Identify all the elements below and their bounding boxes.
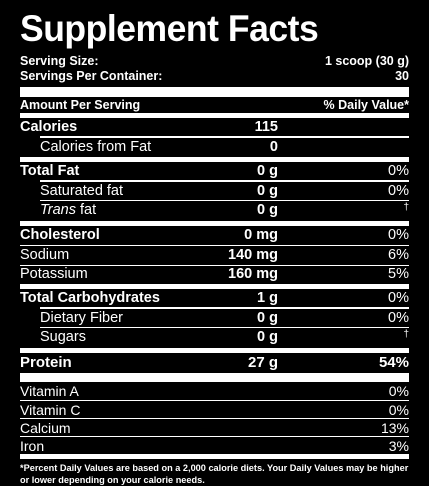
nutrient-amount: 0 g: [257, 329, 278, 345]
nutrient-label: Trans fat: [20, 201, 96, 221]
nutrient-row-calories-from-fat: Calories from Fat 0: [20, 136, 409, 158]
nutrient-amount: 0 g: [257, 309, 278, 326]
nutrient-amount: 0: [269, 138, 278, 155]
medium-divider: [20, 220, 409, 226]
nutrient-label: Saturated fat: [40, 182, 124, 199]
nutrient-label: Potassium: [20, 266, 88, 282]
nutrient-amount: 0 g: [257, 163, 278, 179]
nutrient-label: Sugars: [40, 329, 86, 345]
vitamin-label: Vitamin A: [20, 383, 79, 399]
nutrient-amount: 160 mg: [228, 266, 278, 282]
nutrient-dv: 6%: [388, 246, 409, 263]
vitamin-dv: 13%: [380, 419, 409, 436]
panel-title: Supplement Facts: [20, 8, 319, 49]
nutrient-dv: 0%: [388, 226, 409, 243]
vitamin-dv: 0%: [388, 401, 409, 418]
vitamin-row-vitamin-c: Vitamin C 0%: [20, 400, 409, 418]
thick-divider: [20, 87, 409, 97]
nutrient-amount: 115: [254, 119, 278, 135]
vitamin-row-vitamin-a: Vitamin A 0%: [20, 382, 409, 400]
vitamin-row-iron: Iron 3%: [20, 436, 409, 454]
nutrient-label: Protein: [20, 353, 72, 371]
nutrient-row-total-fat: Total Fat 0 g 0%: [20, 162, 409, 182]
servings-per-container-label: Servings Per Container:: [20, 69, 163, 83]
vitamin-row-calcium: Calcium 13%: [20, 418, 409, 436]
nutrient-dv: 0%: [388, 163, 409, 179]
nutrient-label: Calories: [20, 119, 78, 135]
nutrient-label: Calories from Fat: [40, 138, 152, 155]
nutrient-label: Cholesterol: [20, 226, 100, 243]
amount-per-serving-label: Amount Per Serving: [20, 98, 141, 112]
nutrient-amount: 0 g: [257, 182, 278, 199]
nutrient-label: Total Fat: [20, 163, 80, 179]
amount-header-row: Amount Per Serving % Daily Value*: [20, 97, 409, 113]
nutrient-row-sodium: Sodium 140 mg 6%: [20, 245, 409, 265]
nutrient-row-cholesterol: Cholesterol 0 mg 0%: [20, 226, 409, 246]
vitamin-label: Iron: [20, 437, 45, 454]
medium-divider: [20, 347, 409, 353]
thick-divider: [20, 373, 409, 382]
servings-per-container-row: Servings Per Container: 30: [20, 69, 409, 84]
nutrient-row-potassium: Potassium 160 mg 5%: [20, 264, 409, 285]
nutrient-label: Total Carbohydrates: [20, 290, 160, 306]
nutrient-amount: 1 g: [257, 290, 278, 306]
nutrient-row-total-carbohydrates: Total Carbohydrates 1 g 0%: [20, 289, 409, 309]
vitamin-dv: 3%: [388, 437, 409, 454]
nutrient-dv: 0%: [388, 182, 409, 199]
dagger-icon: †: [403, 329, 409, 340]
servings-per-container-value: 30: [395, 69, 409, 83]
nutrient-dv: 5%: [388, 266, 409, 282]
vitamin-label: Calcium: [20, 419, 71, 436]
vitamin-label: Vitamin C: [20, 401, 81, 418]
nutrient-row-saturated-fat: Saturated fat 0 g 0%: [20, 180, 409, 202]
nutrient-amount: 140 mg: [228, 246, 278, 263]
trans-rest: fat: [76, 202, 97, 218]
medium-divider: [20, 157, 409, 162]
nutrient-row-sugars: Sugars 0 g †: [20, 326, 409, 348]
daily-value-footnote: *Percent Daily Values are based on a 2,0…: [20, 463, 409, 485]
nutrient-row-calories: Calories 115: [20, 118, 409, 138]
nutrient-row-dietary-fiber: Dietary Fiber 0 g 0%: [20, 307, 409, 329]
nutrient-label: Sodium: [20, 246, 70, 263]
nutrient-row-trans-fat: Trans fat 0 g †: [20, 199, 409, 221]
nutrient-dv: 0%: [388, 290, 409, 306]
medium-divider: [20, 454, 409, 459]
nutrient-row-protein: Protein 27 g 54%: [20, 353, 409, 373]
nutrient-amount: 0 mg: [244, 226, 278, 243]
nutrient-amount: 0 g: [257, 202, 278, 218]
serving-size-row: Serving Size: 1 scoop (30 g): [20, 54, 409, 69]
vitamin-dv: 0%: [388, 383, 409, 399]
nutrient-label: Dietary Fiber: [40, 309, 123, 326]
medium-divider: [20, 113, 409, 118]
trans-italic: Trans: [40, 202, 76, 218]
daily-value-header: % Daily Value*: [323, 98, 409, 112]
dagger-icon: †: [403, 202, 409, 213]
medium-divider: [20, 284, 409, 289]
nutrient-amount: 27 g: [247, 353, 278, 371]
serving-size-value: 1 scoop (30 g): [324, 54, 409, 68]
nutrient-dv: 0%: [388, 309, 409, 326]
serving-size-label: Serving Size:: [20, 54, 99, 68]
nutrient-dv: 54%: [378, 353, 409, 371]
